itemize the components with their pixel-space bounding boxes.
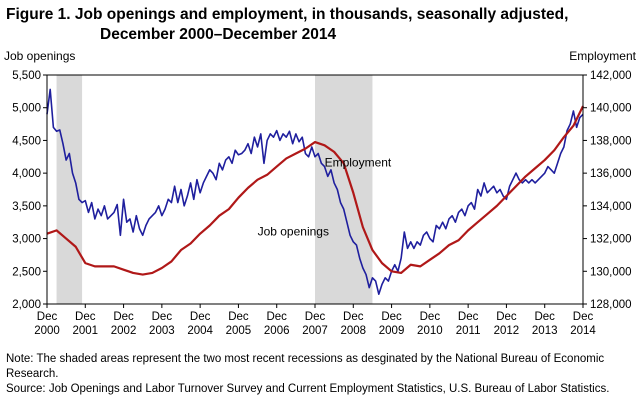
y-left-tick-label: 3,500 [12, 201, 41, 213]
y-right-axis-label: Employment [569, 49, 636, 63]
y-left-tick-label: 5,500 [12, 70, 41, 82]
x-tick-label-month: Dec [152, 311, 173, 323]
x-tick-label-month: Dec [420, 311, 441, 323]
x-tick-label-year: 2014 [570, 325, 596, 337]
x-tick-label-year: 2009 [379, 325, 405, 337]
employment-line [46, 105, 584, 276]
series-annotations: Employment Job openings [258, 156, 392, 239]
series-lines [46, 88, 584, 295]
x-tick-label-month: Dec [228, 311, 249, 323]
y-right-tick-label: 130,000 [590, 266, 632, 278]
y-left-tick-label: 2,000 [12, 299, 41, 311]
axis-labels: Job openings Employment [4, 49, 637, 63]
chart-title: Figure 1. Job openings and employment, i… [6, 5, 636, 45]
source-text: Source: Job Openings and Labor Turnover … [6, 383, 610, 395]
recession-shading [56, 75, 373, 304]
x-tick-label-month: Dec [266, 311, 287, 323]
chart-notes: Note: The shaded areas represent the two… [6, 352, 636, 397]
x-tick-label-year: 2002 [111, 325, 137, 337]
y-left-axis-label: Job openings [4, 49, 75, 63]
line-chart: 2,000 2,500 3,000 3,500 4,000 4,500 5,000 5,500… [4, 49, 637, 337]
x-tick-label-month: Dec [534, 311, 555, 323]
x-tick-label-month: Dec [496, 311, 517, 323]
y-right-tick-label: 142,000 [590, 70, 632, 82]
axes: 2,000 2,500 3,000 3,500 4,000 4,500 5,000 5,500… [12, 70, 631, 337]
x-tick-label-year: 2010 [417, 325, 443, 337]
x-tick-label-month: Dec [343, 311, 364, 323]
y-right-tick-label: 140,000 [590, 103, 632, 115]
x-tick-label-year: 2008 [340, 325, 366, 337]
x-tick-label-month: Dec [75, 311, 96, 323]
chart-title-line2: December 2000–December 2014 [100, 26, 337, 43]
job-openings-line [46, 88, 584, 295]
x-tick-label-month: Dec [113, 311, 134, 323]
recession-band-1 [56, 75, 83, 304]
chart-title-line1: Figure 1. Job openings and employment, i… [6, 6, 569, 23]
y-left-tick-label: 4,000 [12, 168, 41, 180]
x-tick-label-month: Dec [190, 311, 211, 323]
x-tick-label-year: 2001 [72, 325, 98, 337]
y-right-tick-label: 136,000 [590, 168, 632, 180]
y-left-tick-label: 3,000 [12, 234, 41, 246]
x-tick-label-year: 2012 [494, 325, 520, 337]
x-tick-label-month: Dec [381, 311, 402, 323]
y-right-tick-label: 138,000 [590, 135, 632, 147]
x-tick-label-month: Dec [573, 311, 594, 323]
y-left-tick-label: 2,500 [12, 266, 41, 278]
note-text: Note: The shaded areas represent the two… [6, 353, 605, 380]
x-tick-label-year: 2013 [532, 325, 558, 337]
x-tick-label-month: Dec [458, 311, 479, 323]
x-tick-label-year: 2006 [264, 325, 290, 337]
x-tick-label-year: 2011 [456, 325, 481, 337]
y-right-tick-label: 128,000 [590, 299, 632, 311]
x-tick-label-month: Dec [37, 311, 58, 323]
y-left-tick-label: 5,000 [12, 103, 41, 115]
job-openings-annotation: Job openings [258, 224, 329, 238]
x-tick-label-year: 2003 [149, 325, 175, 337]
x-tick-label-year: 2007 [302, 325, 328, 337]
x-tick-label-year: 2004 [187, 325, 213, 337]
y-right-tick-label: 134,000 [590, 201, 632, 213]
y-left-tick-label: 4,500 [12, 135, 41, 147]
employment-annotation: Employment [325, 156, 392, 170]
y-right-tick-label: 132,000 [590, 234, 632, 246]
x-tick-label-month: Dec [305, 311, 326, 323]
x-tick-label-year: 2000 [34, 325, 60, 337]
x-tick-label-year: 2005 [226, 325, 252, 337]
